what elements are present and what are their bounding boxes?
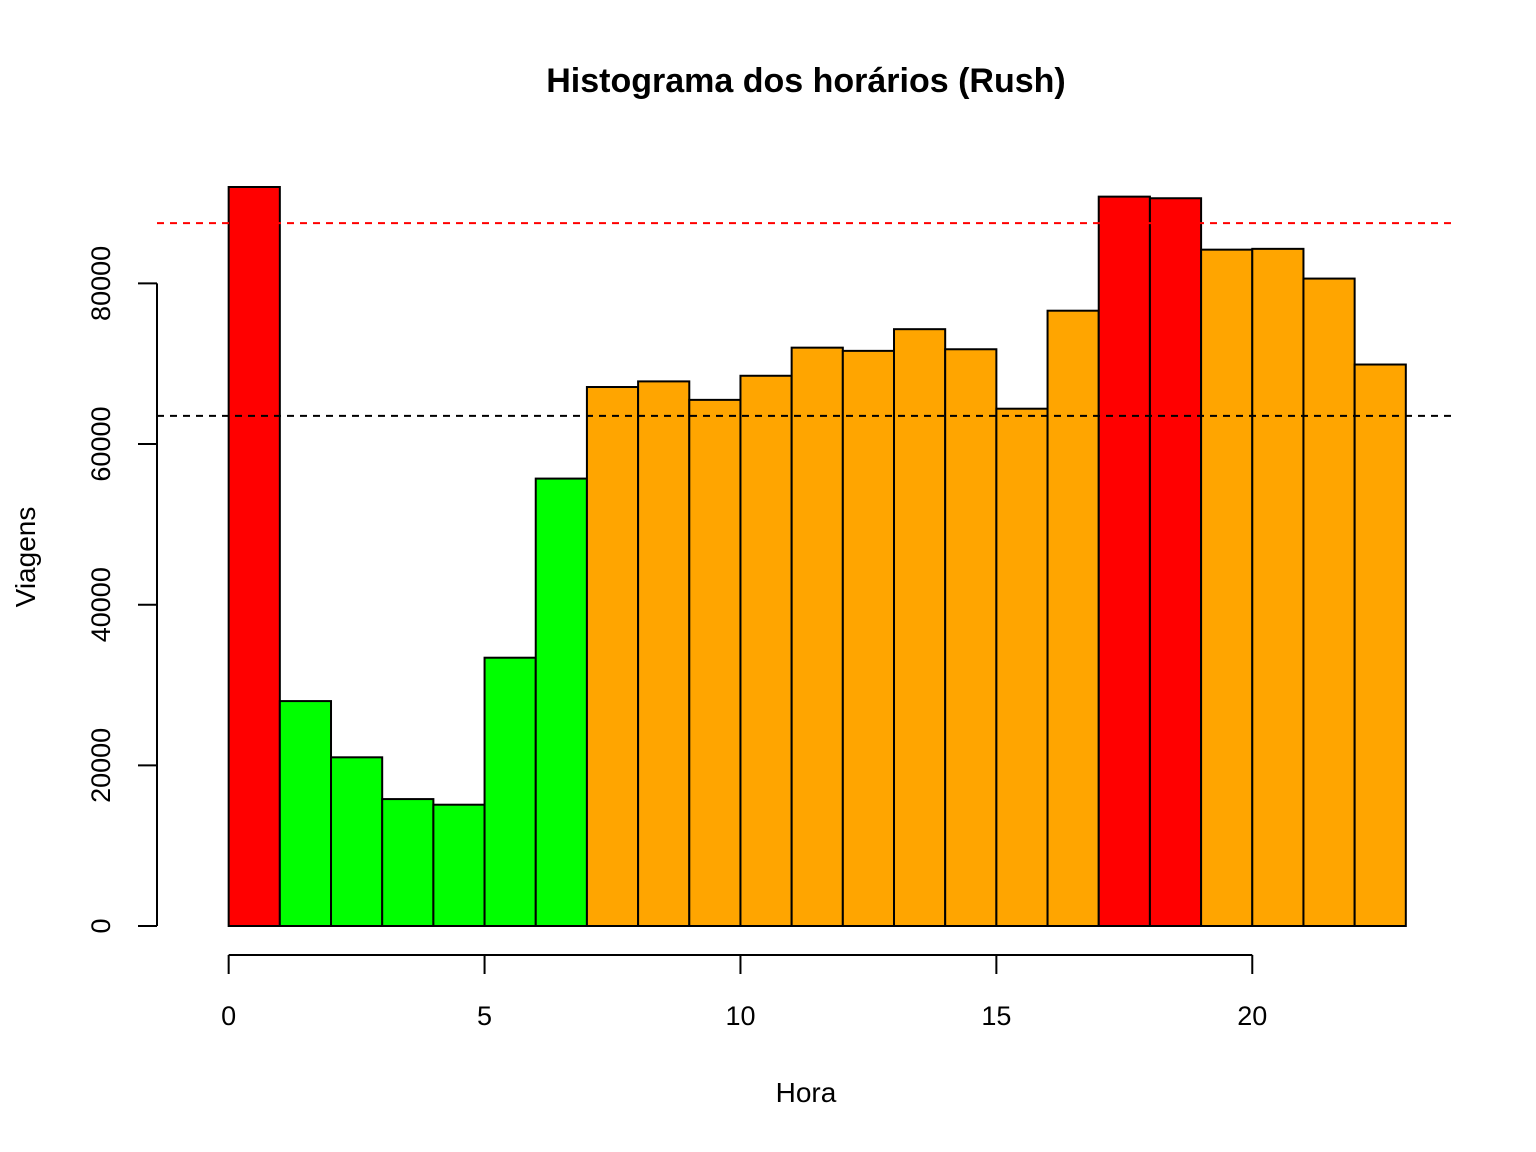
histogram-bar <box>1353 363 1407 928</box>
y-axis-label: Viagens <box>10 507 41 608</box>
histogram-bar <box>432 803 486 927</box>
histogram-bar <box>227 186 281 927</box>
histogram-bar <box>381 798 435 927</box>
histogram-bar <box>688 398 742 927</box>
histogram-bar <box>1148 197 1203 927</box>
histogram-bar <box>1251 247 1305 928</box>
bars-group <box>227 186 1407 928</box>
x-tick-label: 5 <box>477 1001 492 1031</box>
y-tick-label: 80000 <box>86 246 116 321</box>
histogram-bar <box>483 656 537 927</box>
histogram-bar <box>534 477 588 927</box>
histogram-bar <box>739 374 793 927</box>
y-tick-label: 20000 <box>86 728 116 803</box>
x-tick-label: 20 <box>1237 1001 1267 1031</box>
y-tick-label: 40000 <box>86 567 116 642</box>
x-axis: 0 5 10 15 20 <box>221 954 1267 1031</box>
histogram-bar <box>1302 277 1356 928</box>
histogram-bar <box>278 700 333 928</box>
chart-title: Histograma dos horários (Rush) <box>546 62 1066 100</box>
x-tick-label: 10 <box>725 1001 755 1031</box>
histogram-bar <box>1200 248 1254 927</box>
histogram-bar <box>893 328 947 927</box>
x-axis-label: Hora <box>776 1077 837 1108</box>
histogram-bar <box>1046 309 1100 928</box>
histogram-bar <box>790 346 844 927</box>
reference-lines-group <box>157 222 1457 417</box>
histogram-bar <box>944 348 998 928</box>
y-tick-label: 60000 <box>86 406 116 481</box>
histogram-bar <box>995 407 1049 927</box>
y-axis: 0 20000 40000 60000 80000 <box>86 246 158 934</box>
histogram-bar <box>637 380 691 927</box>
histogram-bar <box>330 756 384 928</box>
x-tick-label: 15 <box>981 1001 1011 1031</box>
histogram-bar <box>1097 195 1151 927</box>
histogram-bar <box>585 386 640 927</box>
y-tick-label: 0 <box>86 918 116 933</box>
x-tick-label: 0 <box>221 1001 236 1031</box>
histogram-bar <box>841 349 896 927</box>
